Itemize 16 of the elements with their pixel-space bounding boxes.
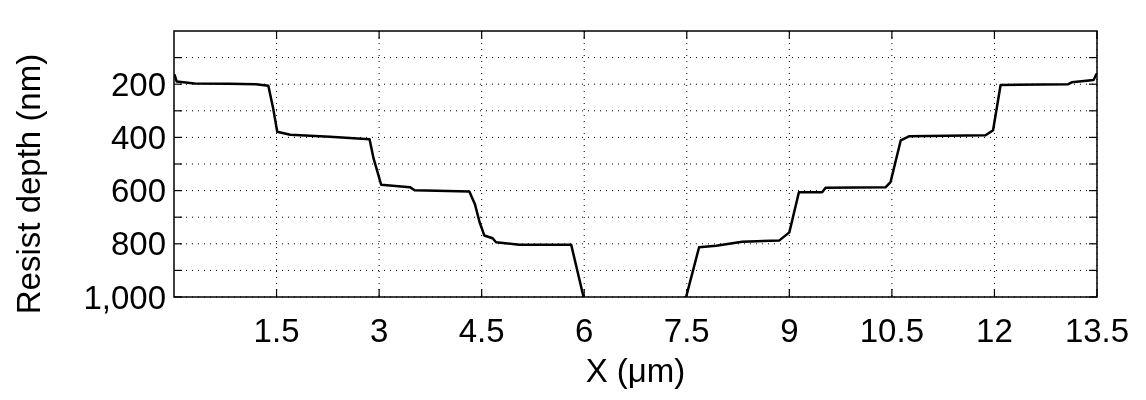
- x-tick-label: 13.5: [1064, 312, 1130, 349]
- x-tick-label: 6: [575, 312, 594, 349]
- x-tick-label: 10.5: [859, 312, 925, 349]
- y-tick-label: 200: [110, 65, 166, 103]
- x-tick-label: 4.5: [458, 312, 505, 349]
- y-tick-label: 400: [110, 118, 166, 156]
- y-tick-label: 800: [110, 225, 166, 263]
- y-tick-label: 1,000: [83, 278, 166, 316]
- y-tick-label: 600: [110, 172, 166, 210]
- x-axis-title: X (μm): [585, 352, 686, 389]
- x-tick-label: 1.5: [253, 312, 300, 349]
- y-axis-title: Resist depth (nm): [10, 53, 47, 315]
- x-tick-label: 3: [369, 312, 389, 349]
- x-tick-label: 7.5: [663, 312, 710, 349]
- x-tick-label: 12: [976, 312, 1013, 349]
- x-tick-label: 9: [780, 312, 799, 349]
